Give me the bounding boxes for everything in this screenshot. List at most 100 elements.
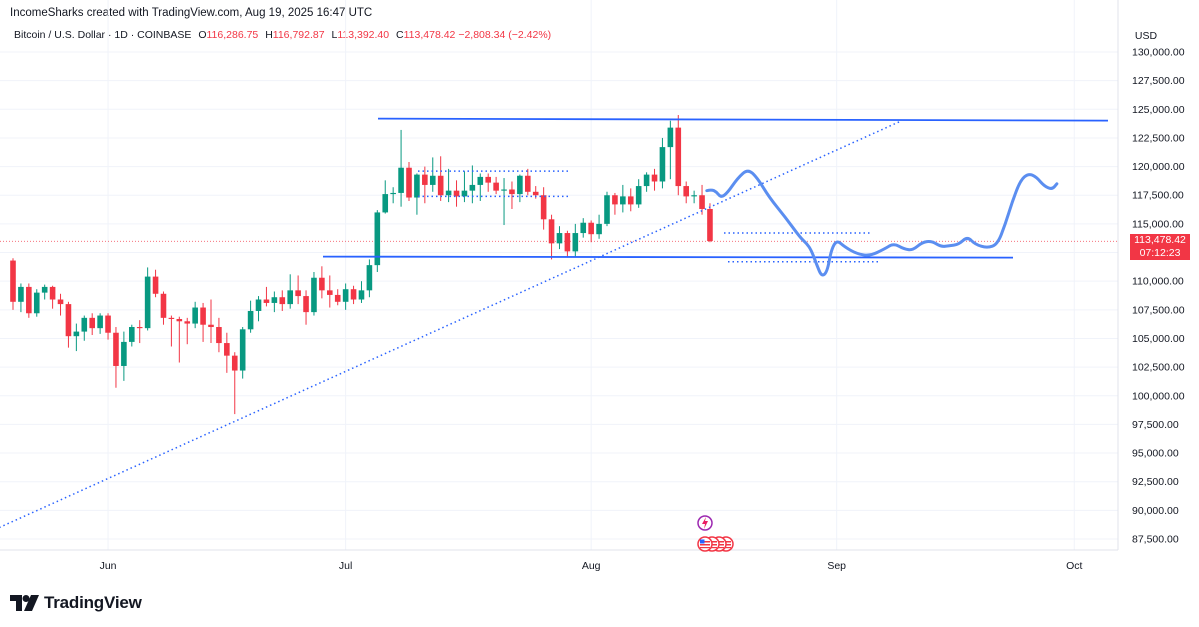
candle-body <box>49 286 56 300</box>
candle-body <box>469 184 476 191</box>
candle-body <box>707 208 713 242</box>
candle-body <box>97 315 103 329</box>
candle <box>580 218 587 238</box>
candle <box>429 157 436 192</box>
candle-body <box>81 317 88 332</box>
candle-body <box>342 289 349 302</box>
candle-body <box>461 190 468 197</box>
candle-body <box>192 307 198 324</box>
candle <box>699 184 705 215</box>
candle <box>97 313 103 334</box>
candle-body <box>406 167 412 198</box>
candle-body <box>113 332 119 366</box>
candle <box>422 166 428 204</box>
candle <box>374 210 381 273</box>
open-label: O <box>198 29 207 41</box>
candle <box>176 316 183 363</box>
candle-body <box>152 276 159 294</box>
candle-body <box>699 195 705 209</box>
candle-body <box>604 195 610 224</box>
candle <box>18 283 24 313</box>
price-tick-label: 100,000.00 <box>1132 390 1185 402</box>
candle-body <box>635 186 642 205</box>
symbol-title[interactable]: Bitcoin / U.S. Dollar · 1D · COINBASE <box>14 29 192 41</box>
candle-body <box>247 310 254 330</box>
price-tick-label: 87,500.00 <box>1132 534 1179 546</box>
chart-attribution: IncomeSharks created with TradingView.co… <box>10 7 373 19</box>
price-tick-label: 127,500.00 <box>1132 75 1185 87</box>
candle-body <box>422 174 428 185</box>
candle <box>612 192 618 215</box>
last-price-value: 113,478.42 <box>1134 234 1186 247</box>
close-value: 113,478.42 <box>403 29 456 41</box>
time-tick-label: Jul <box>339 560 352 572</box>
candle <box>414 173 420 215</box>
low-value: 113,392.40 <box>337 29 390 41</box>
candle-body <box>144 276 151 329</box>
price-tick-label: 102,500.00 <box>1132 362 1185 374</box>
time-tick-label: Aug <box>582 560 601 572</box>
candle-body <box>327 290 333 295</box>
event-markers <box>697 515 734 552</box>
candle-body <box>667 127 674 148</box>
candle <box>231 352 238 415</box>
rising-trendline <box>0 121 900 529</box>
candle <box>406 162 412 201</box>
symbol-legend: Bitcoin / U.S. Dollar · 1D · COINBASE O1… <box>14 29 551 41</box>
candle-body <box>612 195 618 205</box>
time-tick-label: Sep <box>827 560 846 572</box>
candle-body <box>41 286 48 293</box>
candle-body <box>596 223 602 235</box>
candle <box>596 214 602 239</box>
candle <box>287 274 293 309</box>
candle <box>604 191 610 227</box>
change-value: −2,808.34 (−2.42%) <box>458 29 552 41</box>
candle-body <box>311 277 317 313</box>
time-tick-label: Oct <box>1066 560 1082 572</box>
candle <box>366 259 373 298</box>
candle <box>81 315 88 341</box>
flag-stripe <box>700 541 710 543</box>
candle-body <box>509 189 515 195</box>
candle <box>588 220 594 243</box>
candle <box>113 327 119 388</box>
candle <box>26 283 32 318</box>
candle <box>10 258 16 310</box>
candle <box>152 269 159 298</box>
candle-body <box>295 290 301 297</box>
candle <box>620 184 626 213</box>
candle-body <box>136 327 143 329</box>
candle <box>643 172 650 192</box>
candle-body <box>580 222 587 234</box>
last-price-tag: 113,478.42 07:12:23 <box>1130 234 1190 261</box>
candle <box>485 173 491 192</box>
candle <box>691 190 697 204</box>
candle-body <box>382 194 389 213</box>
candle-body <box>366 265 373 291</box>
candle-body <box>176 318 183 322</box>
price-tick-label: 120,000.00 <box>1132 161 1185 173</box>
event-marker <box>697 515 734 552</box>
tradingview-logo[interactable]: TradingView <box>10 593 142 613</box>
candle-body <box>319 277 325 291</box>
candle-body <box>168 317 175 319</box>
forecast-path <box>705 169 1059 277</box>
time-tick-label: Jun <box>100 560 117 572</box>
candle <box>342 283 349 310</box>
price-tick-label: 90,000.00 <box>1132 505 1179 517</box>
candle <box>398 129 404 207</box>
candle-body <box>572 233 579 252</box>
candle <box>136 320 143 344</box>
candle-body <box>208 324 214 328</box>
candle <box>327 275 333 308</box>
open-value: 116,286.75 <box>206 29 259 41</box>
candle <box>200 302 206 342</box>
candle <box>659 137 666 189</box>
candle <box>279 290 286 311</box>
candle-body <box>239 329 246 371</box>
flag-stripe <box>714 547 724 549</box>
currency-label: USD <box>1135 30 1158 42</box>
candle <box>303 290 309 325</box>
candle-body <box>477 176 484 185</box>
